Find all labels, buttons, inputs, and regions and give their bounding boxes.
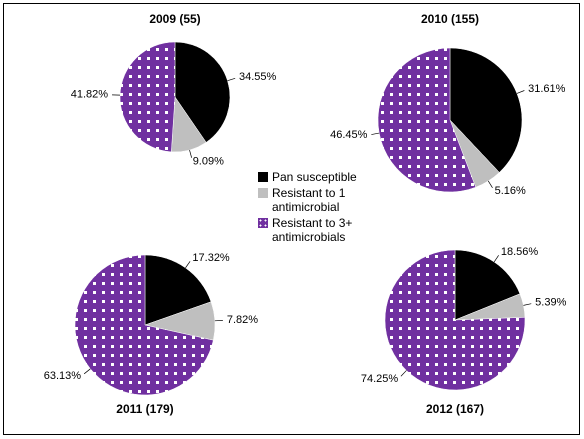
legend-label: Resistant to 1 antimicrobial	[272, 186, 346, 214]
leader-line	[487, 180, 493, 188]
leader-line	[185, 261, 191, 269]
data-label: 5.16%	[495, 185, 526, 197]
data-label: 17.32%	[192, 252, 230, 264]
leader-line	[189, 149, 192, 158]
data-label: 31.61%	[528, 83, 566, 95]
leader-line	[83, 368, 91, 375]
data-label: 41.82%	[71, 89, 109, 101]
data-label: 34.55%	[239, 71, 277, 83]
leader-line	[400, 370, 407, 377]
data-label: 63.13%	[44, 370, 82, 382]
data-label: 5.39%	[535, 297, 566, 309]
legend: Pan susceptible Resistant to 1 antimicrob…	[258, 170, 388, 246]
data-label: 18.56%	[501, 246, 539, 258]
legend-swatch	[258, 218, 268, 228]
data-label: 74.25%	[361, 373, 399, 385]
leader-line	[523, 303, 532, 306]
leader-line	[516, 90, 525, 94]
chart-title: 2011 (179)	[116, 402, 173, 416]
leader-line	[371, 132, 380, 135]
legend-item: Pan susceptible	[258, 170, 388, 184]
legend-item: Resistant to 1 antimicrobial	[258, 186, 388, 214]
pie-slice	[74, 254, 214, 396]
chart-title: 2009 (55)	[149, 12, 200, 26]
leader-line	[227, 78, 236, 82]
legend-label: Pan susceptible	[272, 170, 357, 184]
pie-slice	[449, 47, 523, 173]
frame	[3, 3, 580, 435]
legend-swatch	[258, 188, 268, 198]
pie-slice	[119, 41, 176, 153]
legend-item: Resistant to 3+ antimicrobials	[258, 216, 388, 244]
pie-slice	[377, 47, 477, 193]
chart-title: 2012 (167)	[426, 402, 484, 416]
data-label: 7.82%	[227, 314, 258, 326]
leader-line	[493, 255, 499, 263]
data-label: 9.09%	[193, 156, 224, 168]
pie-slice	[174, 41, 231, 143]
data-label: 46.45%	[330, 129, 368, 141]
chart-title: 2010 (155)	[421, 12, 479, 26]
legend-label: Resistant to 3+ antimicrobials	[272, 216, 353, 244]
legend-swatch	[258, 172, 268, 182]
